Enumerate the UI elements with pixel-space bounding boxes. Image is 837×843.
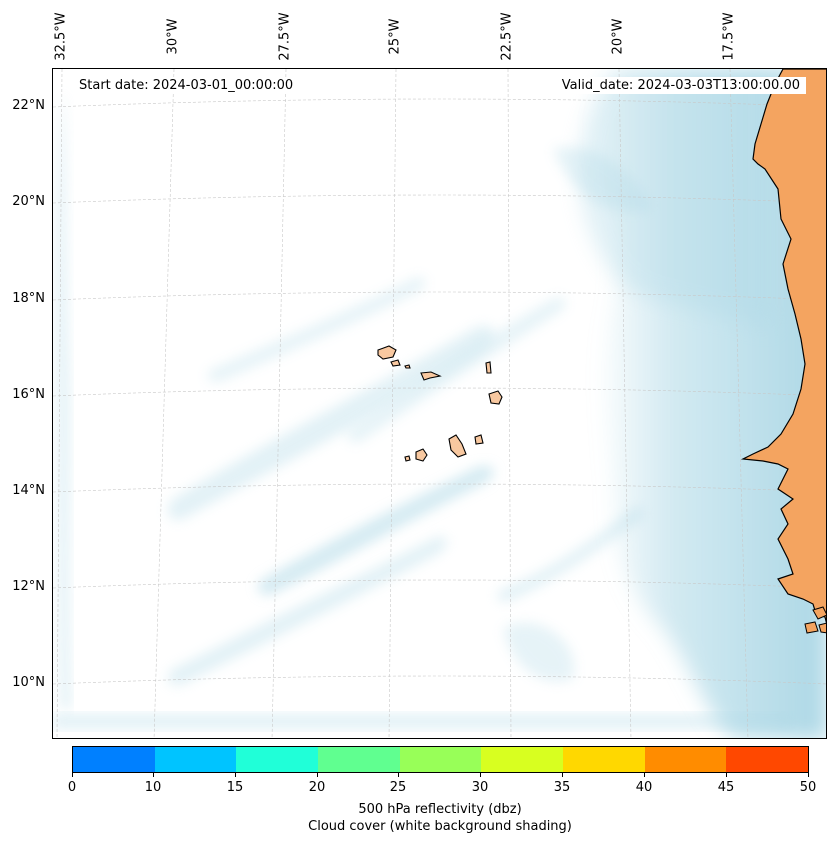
coastal-island-3	[818, 622, 826, 634]
lat-label-12n: 12°N	[12, 579, 45, 594]
colorbar-tick-30	[480, 773, 481, 777]
parallel-20n	[53, 194, 826, 204]
colorbar-tick-25	[398, 773, 399, 777]
island-brava	[404, 455, 411, 462]
gridlines	[53, 69, 826, 738]
colorbar-tick-50	[808, 773, 809, 777]
colorbar-label-35: 35	[553, 780, 571, 795]
colorbar-segment-5	[481, 747, 564, 772]
lon-label-17-5w: 17.5°W	[721, 11, 737, 61]
meridian-17-5w	[729, 69, 749, 738]
colorbar-segment-3	[318, 747, 400, 772]
colorbar-label-15: 15	[226, 780, 244, 795]
island-boa-vista	[488, 390, 503, 405]
cloud-patch-northeast	[579, 69, 773, 329]
colorbar	[72, 746, 809, 773]
lon-label-20w: 20°W	[610, 18, 626, 54]
colorbar-segment-4	[399, 747, 482, 772]
map-panel[interactable]: Start date: 2024-03-01_00:00:00 Valid_da…	[52, 68, 827, 739]
parallel-12n	[53, 579, 826, 589]
meridian-25w	[388, 69, 397, 738]
meridian-22-5w	[507, 69, 512, 738]
meridian-20w	[618, 69, 632, 738]
colorbar-title: 500 hPa reflectivity (dbz)	[358, 802, 522, 817]
start-date-label: Start date: 2024-03-01_00:00:00	[73, 77, 300, 94]
island-sao-nicolau	[420, 371, 442, 381]
colorbar-label-30: 30	[471, 780, 489, 795]
parallel-16n	[53, 387, 826, 397]
colorbar-tick-10	[153, 773, 154, 777]
colorbar-tick-45	[726, 773, 727, 777]
parallel-22n	[53, 98, 826, 108]
lat-label-16n: 16°N	[12, 387, 45, 402]
colorbar-label-40: 40	[635, 780, 653, 795]
colorbar-segment-0	[73, 747, 155, 772]
parallel-10n	[53, 675, 826, 685]
meridian-32-5w	[56, 69, 63, 738]
colorbar-tick-35	[562, 773, 563, 777]
colorbar-tick-15	[235, 773, 236, 777]
colorbar-label-0: 0	[67, 780, 77, 795]
lon-label-30w: 30°W	[165, 18, 181, 54]
lon-label-32-5w: 32.5°W	[53, 11, 69, 61]
colorbar-label-10: 10	[144, 780, 162, 795]
lon-label-25w: 25°W	[387, 18, 403, 54]
map-canvas	[53, 69, 826, 738]
meridian-27-5w	[271, 69, 287, 738]
cloud-streak-1	[167, 325, 494, 520]
cloud-streak-3	[167, 536, 448, 686]
colorbar-tick-0	[72, 773, 73, 777]
island-santiago	[448, 434, 467, 458]
colorbar-tick-40	[644, 773, 645, 777]
colorbar-label-25: 25	[389, 780, 407, 795]
island-sao-vicente	[390, 359, 401, 367]
cloud-cover-layer	[53, 69, 826, 738]
island-fogo	[415, 448, 428, 462]
colorbar-segment-7	[644, 747, 727, 772]
cloud-streak-6	[497, 507, 644, 602]
lat-label-18n: 18°N	[12, 291, 45, 306]
lat-label-20n: 20°N	[12, 194, 45, 209]
colorbar-subtitle: Cloud cover (white background shading)	[308, 819, 572, 834]
colorbar-tick-20	[317, 773, 318, 777]
lon-label-22-5w: 22.5°W	[499, 11, 515, 61]
island-maio	[474, 434, 484, 445]
island-santo-antao	[377, 345, 397, 360]
lat-label-22n: 22°N	[12, 98, 45, 113]
lat-label-14n: 14°N	[12, 483, 45, 498]
colorbar-segment-2	[236, 747, 319, 772]
colorbar-segment-1	[154, 747, 237, 772]
cloud-streak-4	[207, 277, 426, 382]
cape-verde-islands	[377, 345, 503, 462]
valid-date-label: Valid_date: 2024-03-03T13:00:00.00	[555, 77, 806, 94]
colorbar-segment-6	[563, 747, 645, 772]
colorbar-label-20: 20	[308, 780, 326, 795]
lon-label-27-5w: 27.5°W	[277, 11, 293, 61]
cloud-patch-south	[503, 622, 575, 682]
parallel-18n	[53, 291, 826, 301]
island-santa-luzia	[404, 364, 411, 369]
africa-mainland	[740, 69, 826, 624]
colorbar-label-50: 50	[799, 780, 817, 795]
meridian-30w	[153, 69, 175, 738]
coastal-island-1	[812, 606, 826, 620]
cloud-streak-2	[257, 465, 494, 596]
coastal-island-2	[804, 621, 819, 634]
cloud-strip-west	[56, 89, 71, 709]
cloud-streak-5	[347, 297, 566, 443]
colorbar-label-45: 45	[717, 780, 735, 795]
colorbar-segment-8	[726, 747, 809, 772]
cloud-strip-south	[53, 714, 793, 729]
cloud-patch-north	[553, 147, 653, 212]
parallel-14n	[53, 483, 826, 493]
island-sal	[485, 361, 492, 374]
lat-label-10n: 10°N	[12, 675, 45, 690]
